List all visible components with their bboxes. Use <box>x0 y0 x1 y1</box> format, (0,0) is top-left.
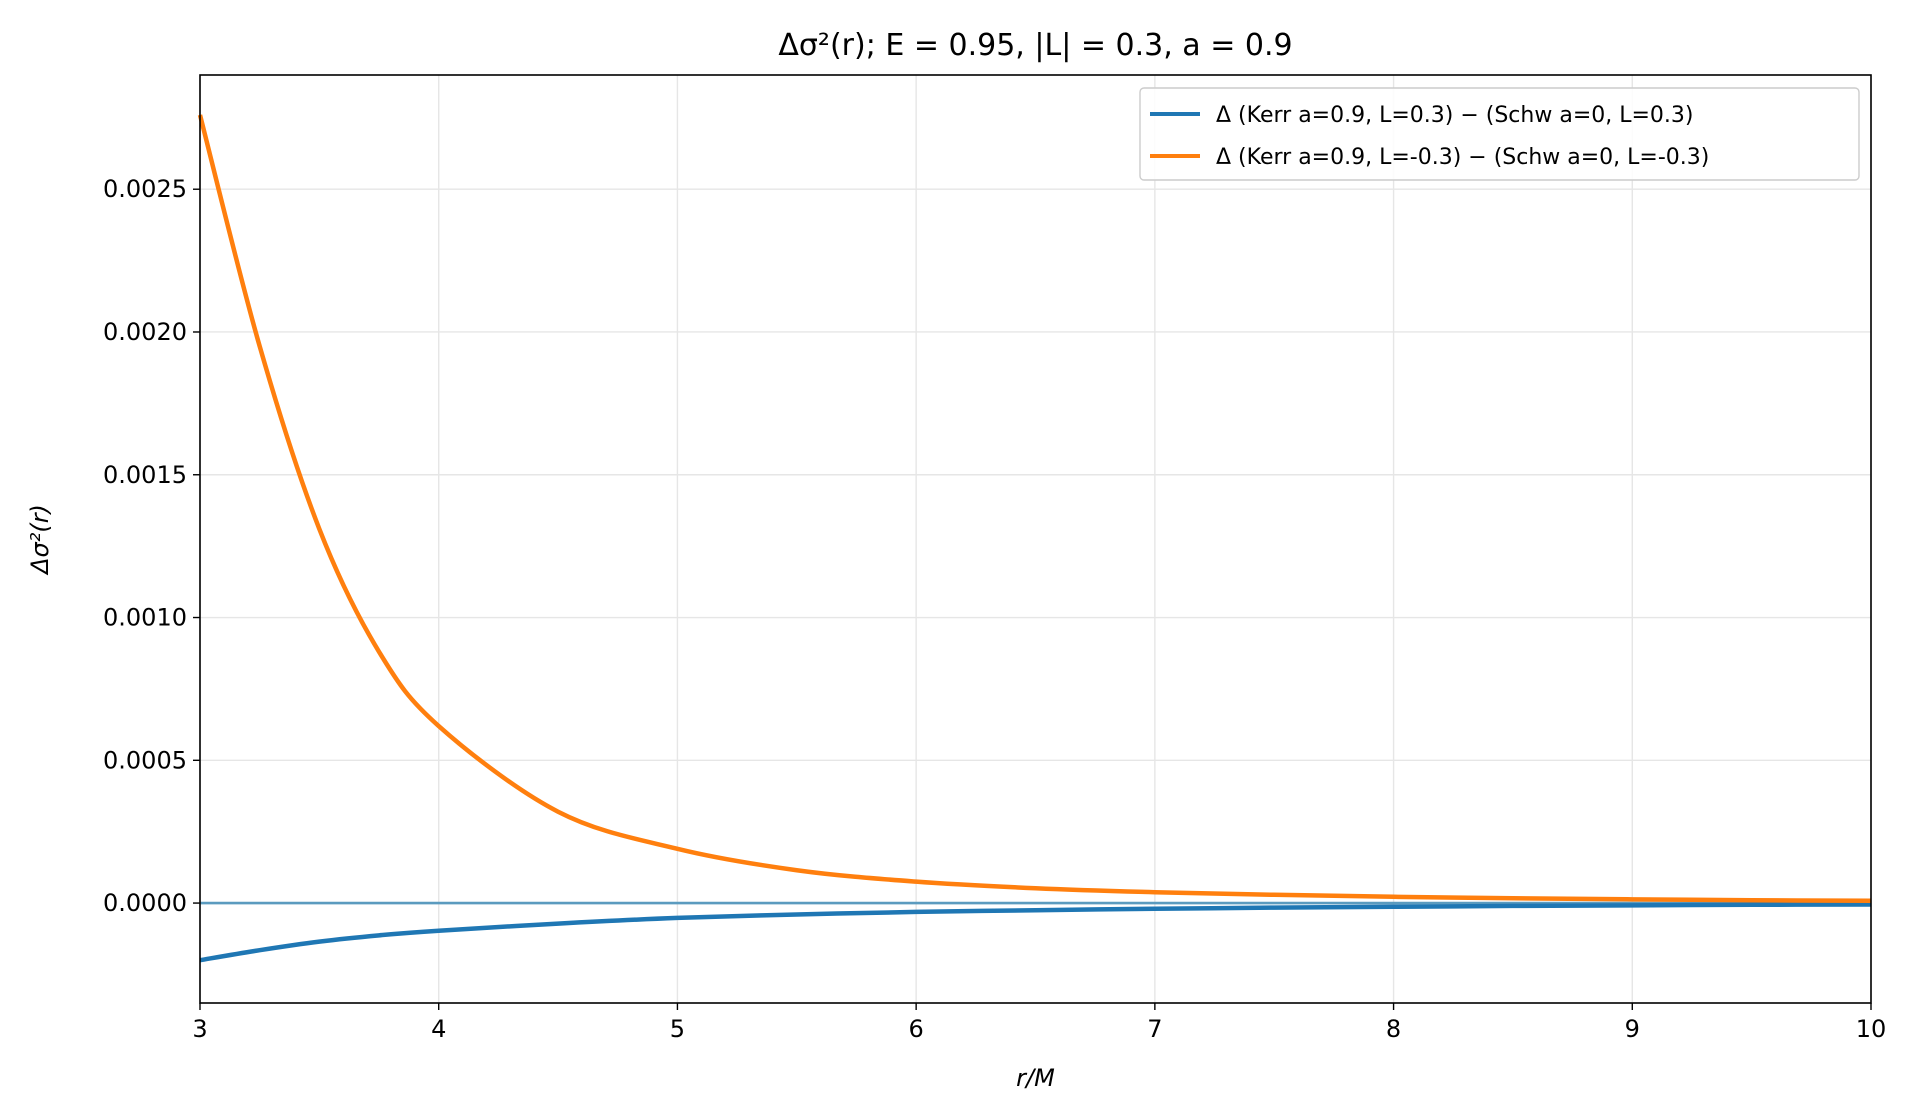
x-tick-label: 8 <box>1386 1015 1401 1043</box>
legend: Δ (Kerr a=0.9, L=0.3) − (Schw a=0, L=0.3… <box>1139 87 1860 181</box>
y-tick-label: 0.0005 <box>103 746 187 774</box>
y-tick-label: 0.0015 <box>103 461 187 489</box>
y-tick-label: 0.0000 <box>103 889 187 917</box>
axis-ticks: 3 4 5 6 7 8 9 10 0.0000 0.0005 0.0010 0.0015 0.0020 0… <box>103 175 1886 1043</box>
legend-box <box>1139 87 1860 181</box>
series-line-1 <box>199 902 1872 963</box>
x-tick-label: 4 <box>431 1015 446 1043</box>
x-tick-label: 10 <box>1856 1015 1887 1043</box>
legend-label-series-1: Δ (Kerr a=0.9, L=0.3) − (Schw a=0, L=0.3… <box>1216 103 1694 128</box>
x-axis-label: r/M <box>1016 1064 1055 1092</box>
series-line-2 <box>197 114 1872 904</box>
y-tick-label: 0.0025 <box>103 175 187 203</box>
y-tick-label: 0.0010 <box>103 604 187 632</box>
y-axis-label: Δσ²(r) <box>26 504 54 576</box>
x-tick-label: 5 <box>670 1015 685 1043</box>
chart-title: Δσ²(r); E = 0.95, |L| = 0.3, a = 0.9 <box>778 28 1292 63</box>
x-tick-label: 9 <box>1625 1015 1640 1043</box>
x-tick-label: 6 <box>909 1015 924 1043</box>
series-lines <box>197 114 1872 963</box>
plot-frame <box>199 74 1872 1004</box>
x-tick-label: 3 <box>192 1015 207 1043</box>
x-tick-label: 7 <box>1147 1015 1162 1043</box>
y-tick-label: 0.0020 <box>103 318 187 346</box>
legend-label-series-2: Δ (Kerr a=0.9, L=-0.3) − (Schw a=0, L=-0… <box>1216 145 1709 170</box>
